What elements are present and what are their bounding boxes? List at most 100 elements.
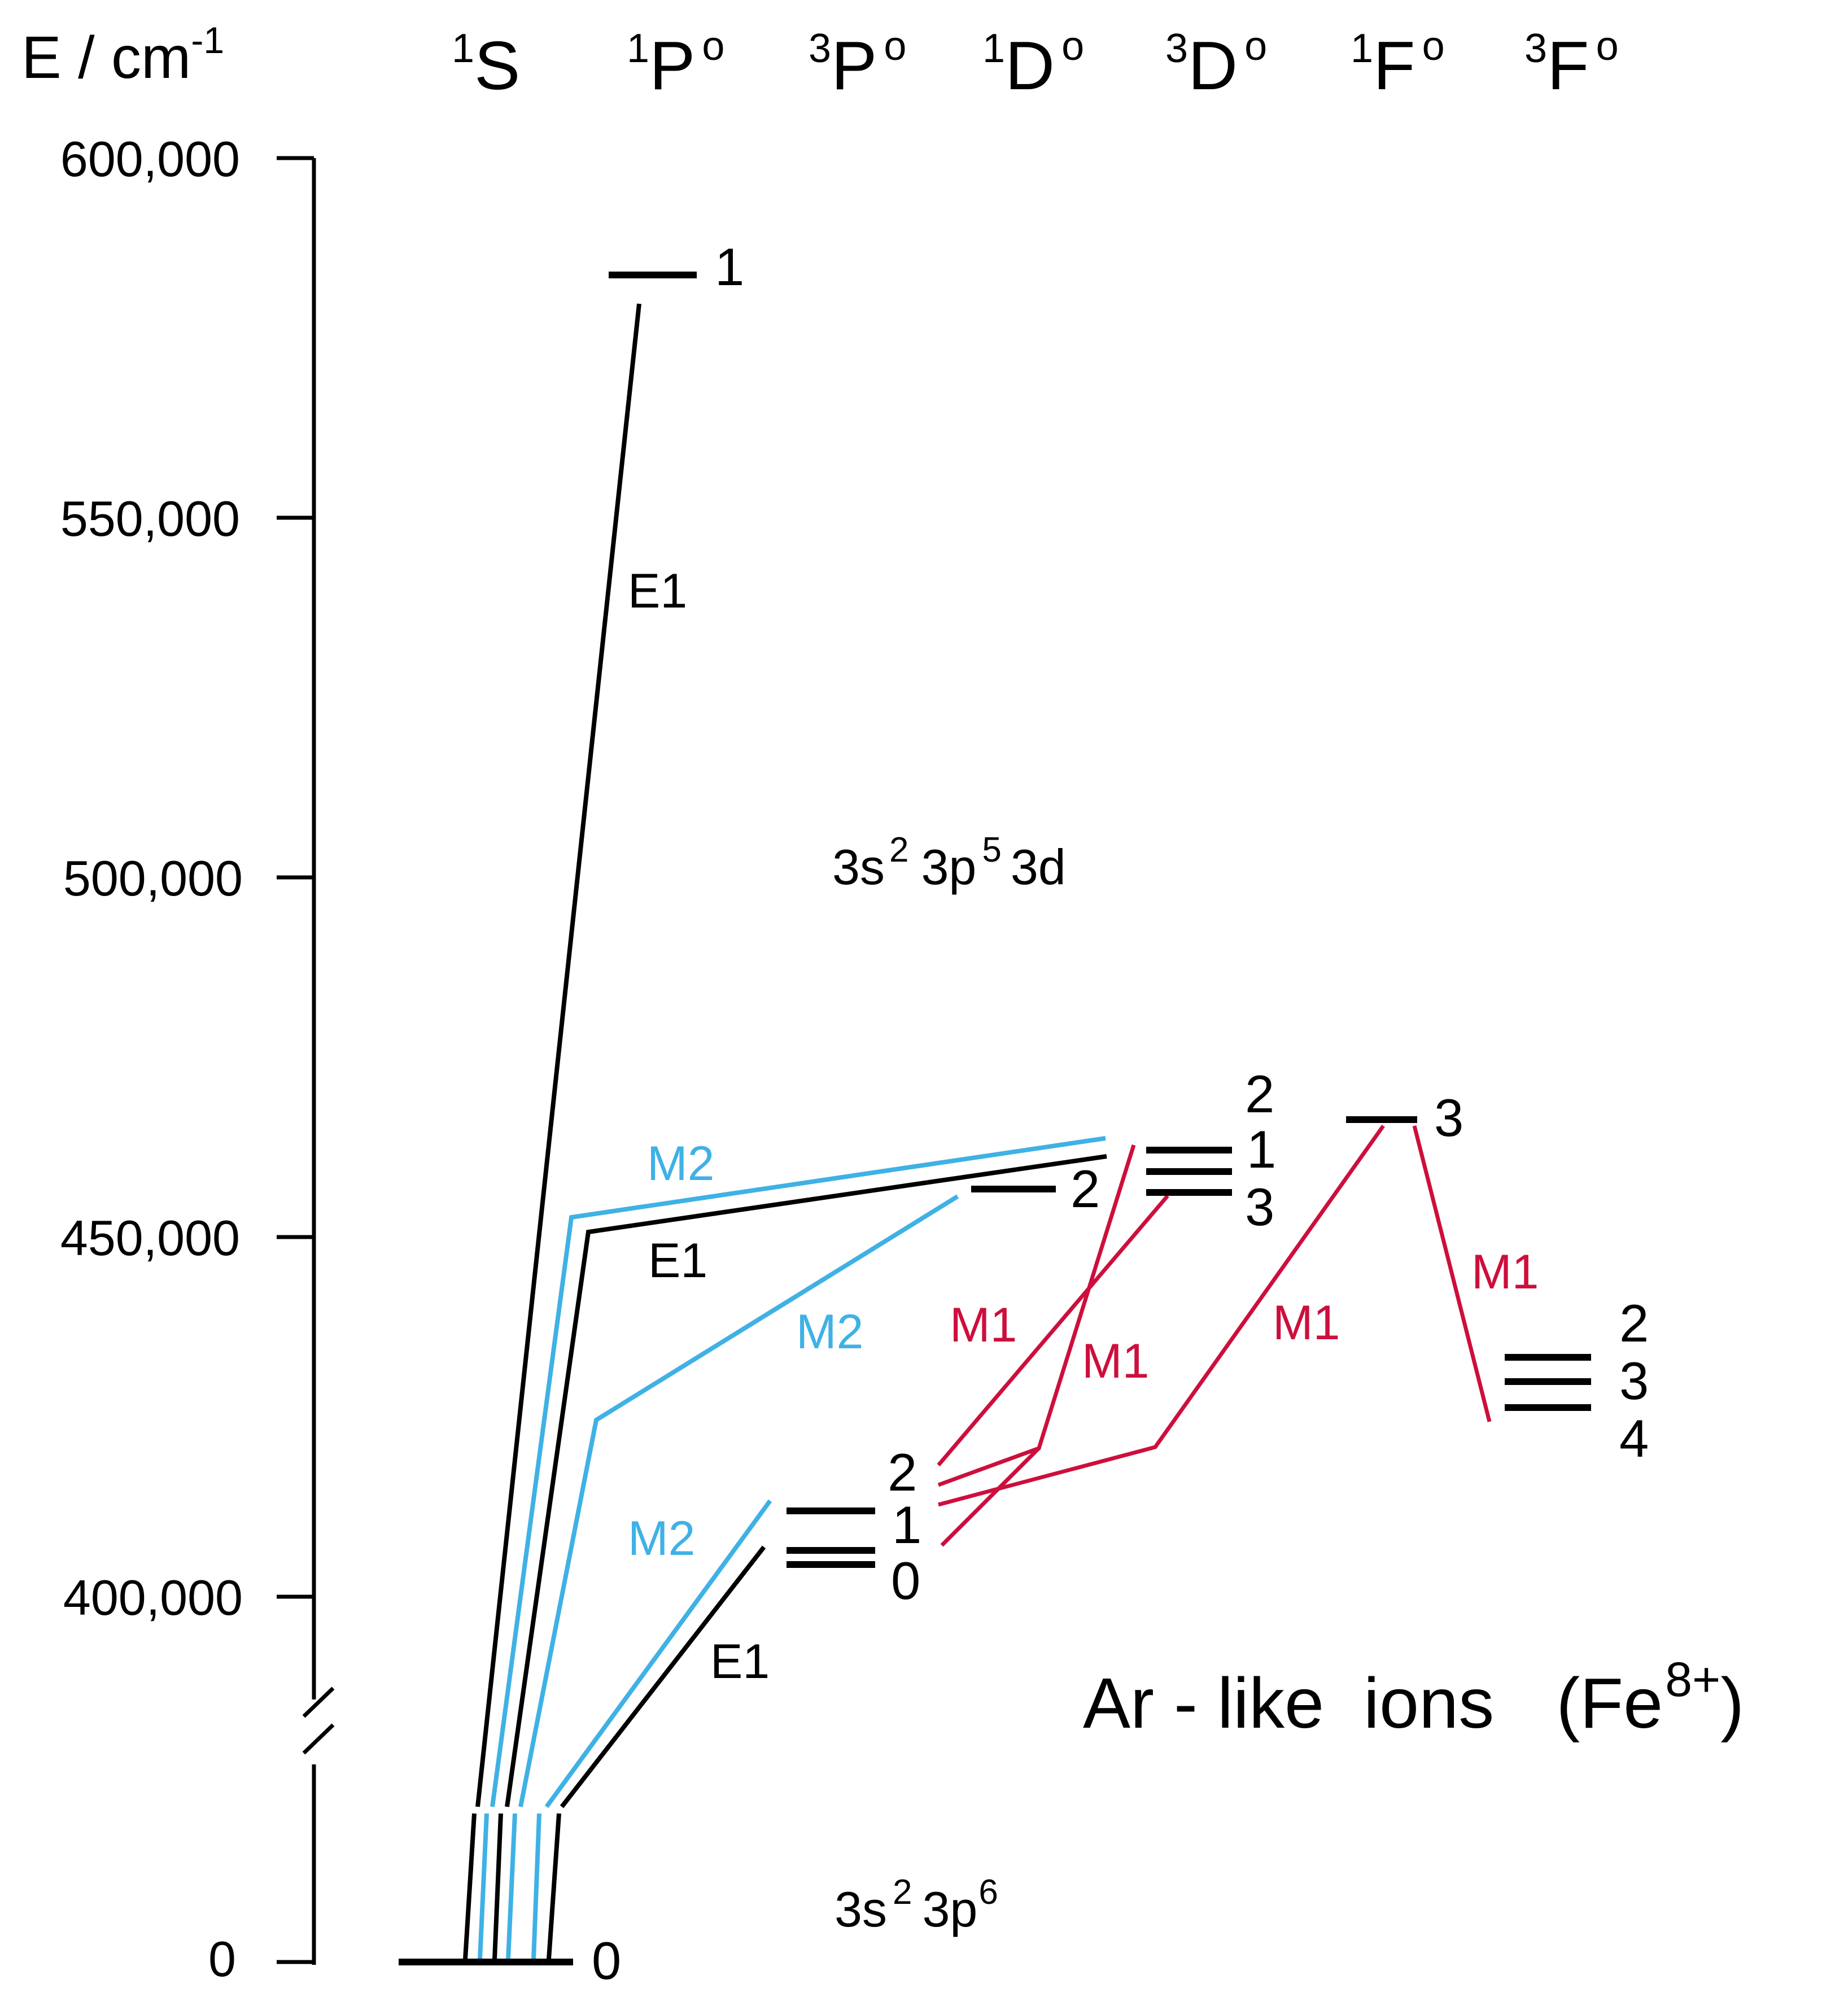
label-m1-1F3: M1 [1273, 1296, 1340, 1350]
axis-title-exponent: -1 [191, 19, 224, 61]
j-label-3F2: 2 [1619, 1294, 1649, 1353]
term-3F: 3F o [1524, 24, 1619, 104]
e1-stub-2 [492, 1813, 503, 1960]
energy-levels [399, 272, 1591, 1965]
label-m1-3D3: M1 [950, 1298, 1017, 1352]
e1-stub-1 [463, 1813, 477, 1960]
axis-title: E / cm-1 [21, 19, 224, 91]
energy-axis [277, 156, 335, 1965]
tick-label-450000: 450,000 [60, 1210, 240, 1266]
term-1P-multiplicity: 1 [627, 26, 649, 71]
config-excited-3s: 3s [832, 839, 885, 895]
label-m2-3D: M2 [647, 1137, 714, 1191]
m2-line-ground-1D2 [518, 1194, 959, 1807]
m1-transitions [937, 1124, 1492, 1547]
axis-tick-labels: 600,000 550,000 500,000 450,000 400,000 … [60, 131, 243, 1987]
tick-label-500000: 500,000 [63, 850, 243, 906]
tick-label-600000: 600,000 [60, 131, 240, 187]
m2-line-ground-3D2 [490, 1136, 1106, 1807]
m2-stub-3 [531, 1813, 541, 1960]
label-m2-3P: M2 [628, 1511, 695, 1566]
term-1P: 1P o [627, 24, 724, 104]
j-label-ground: 0 [592, 1931, 621, 1990]
config-ground-3p-sup: 6 [978, 1873, 998, 1912]
m2-line-ground-3P2 [544, 1499, 772, 1808]
j-label-1D2: 2 [1071, 1159, 1100, 1218]
term-1D-multiplicity: 1 [982, 26, 1005, 71]
j-label-1P1: 1 [715, 237, 744, 296]
ion-charge: 8+ [1665, 1653, 1720, 1707]
transition-labels: E1 E1 E1 M2 M2 M2 M1 M1 M1 M1 [628, 564, 1539, 1689]
axis-break-mark-lower [302, 1723, 335, 1755]
m2-transitions [478, 1136, 1106, 1960]
j-label-3D2: 2 [1245, 1064, 1274, 1124]
e1-line-ground-3P1 [560, 1545, 766, 1808]
j-label-3F4: 4 [1619, 1409, 1649, 1468]
config-excited-3s-sup: 2 [889, 831, 908, 869]
term-1F-letter: F [1373, 27, 1416, 104]
term-1F-multiplicity: 1 [1351, 26, 1373, 71]
label-e1-3P: E1 [710, 1635, 770, 1689]
j-label-3F3: 3 [1619, 1351, 1649, 1410]
term-1D-parity: o [1061, 24, 1084, 69]
term-3P-letter: P [831, 27, 877, 104]
config-excited-3p: 3p [921, 839, 976, 895]
axis-title-base: E / cm [21, 24, 191, 91]
term-3F-letter: F [1547, 27, 1589, 104]
j-label-1F3: 3 [1434, 1088, 1463, 1147]
j-label-3D1: 1 [1247, 1120, 1276, 1179]
e1-transitions [463, 303, 1107, 1960]
tick-label-550000: 550,000 [60, 491, 240, 547]
term-1S: 1S [452, 26, 520, 104]
ion-label-text: Ar - like ions [1083, 1663, 1494, 1743]
m2-stub-1 [478, 1813, 489, 1960]
term-3D-letter: D [1188, 27, 1238, 104]
j-label-3P1: 1 [892, 1495, 921, 1554]
config-excited: 3s 2 3p 5 3d [832, 831, 1066, 895]
config-ground-3p: 3p [922, 1881, 977, 1937]
level-j-labels: 0 1 2 1 0 2 2 1 3 3 2 3 4 [592, 237, 1649, 1990]
term-3D: 3D o [1165, 24, 1267, 104]
config-ground-3s-sup: 2 [893, 1873, 912, 1912]
e1-stub-3 [547, 1813, 561, 1960]
term-1P-parity: o [702, 24, 724, 69]
e1-line-ground-1P1 [475, 303, 641, 1807]
label-m1-3F: M1 [1471, 1245, 1539, 1299]
axis-break-mark-upper [302, 1686, 335, 1718]
term-3P-multiplicity: 3 [809, 26, 831, 71]
term-1D: 1D o [982, 24, 1084, 104]
config-ground-3s: 3s [835, 1881, 887, 1937]
e1-line-ground-1D2 [505, 1154, 1107, 1807]
j-label-3P2: 2 [888, 1443, 917, 1502]
term-3F-multiplicity: 3 [1524, 26, 1547, 71]
term-1S-letter: S [474, 27, 520, 104]
term-3D-parity: o [1244, 24, 1267, 69]
tick-label-400000: 400,000 [63, 1570, 243, 1626]
m1-line-3P1-1F3 [938, 1124, 1385, 1507]
term-3P-parity: o [884, 24, 906, 69]
term-3P: 3P o [809, 24, 906, 104]
label-e1-1P: E1 [628, 564, 687, 618]
term-3F-parity: o [1596, 24, 1619, 69]
term-1D-letter: D [1005, 27, 1055, 104]
label-m2-1D: M2 [796, 1305, 863, 1359]
label-e1-1D: E1 [648, 1234, 707, 1288]
m1-line-1F3-3F4 [1412, 1125, 1492, 1422]
term-1P-letter: P [649, 27, 695, 104]
m1-line-3P2-3D3 [937, 1194, 1169, 1467]
term-1S-multiplicity: 1 [452, 26, 474, 71]
tick-label-0: 0 [208, 1931, 236, 1987]
ion-species-open: (Fe [1556, 1663, 1663, 1743]
term-1F: 1F o [1351, 24, 1445, 104]
config-ground: 3s 2 3p6 [835, 1873, 998, 1937]
ion-species-close: ) [1720, 1663, 1744, 1743]
config-excited-3d: 3d [1011, 839, 1066, 895]
config-excited-3p-sup: 5 [982, 831, 1001, 869]
j-label-3P0: 0 [891, 1551, 920, 1610]
term-headers: 1S 1P o 3P o 1D o 3D o 1F o 3F o [452, 24, 1619, 104]
term-3D-multiplicity: 3 [1165, 26, 1188, 71]
m2-stub-2 [506, 1813, 517, 1960]
j-label-3D3: 3 [1245, 1177, 1274, 1236]
m1-line-3P0-3D1 [940, 1447, 1041, 1547]
